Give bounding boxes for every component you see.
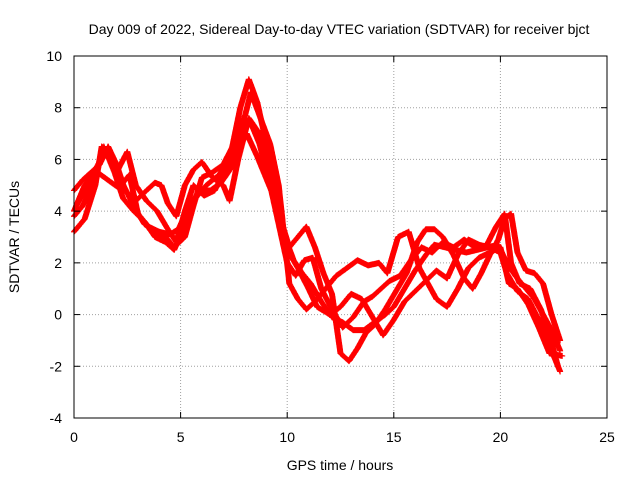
ticks	[73, 55, 608, 419]
series-track-5	[73, 89, 566, 359]
x-tick-label: 0	[70, 429, 78, 445]
series-markers	[71, 115, 561, 370]
x-tick-labels: 0 5 10 15 20 25	[70, 429, 615, 445]
x-tick-label: 20	[493, 429, 509, 445]
x-tick-label: 10	[279, 429, 295, 445]
y-tick-label: 6	[54, 151, 62, 167]
series-track-1	[71, 115, 561, 370]
x-tick-label: 25	[599, 429, 615, 445]
y-tick-label: 4	[54, 203, 62, 219]
x-tick-label: 5	[177, 429, 185, 445]
chart-title: Day 009 of 2022, Sidereal Day-to-day VTE…	[89, 21, 590, 37]
y-tick-labels: -4 -2 0 2 4 6 8 10	[46, 48, 62, 426]
x-tick-label: 15	[386, 429, 402, 445]
y-tick-label: -4	[50, 410, 63, 426]
series-markers	[73, 89, 566, 359]
y-tick-label: 8	[54, 100, 62, 116]
y-tick-label: 10	[46, 48, 62, 64]
data-layer	[71, 76, 566, 375]
y-axis-title: SDTVAR / TECUs	[6, 181, 22, 293]
x-axis-title: GPS time / hours	[287, 457, 394, 473]
y-tick-label: 2	[54, 255, 62, 271]
y-tick-label: -2	[50, 358, 63, 374]
y-tick-label: 0	[54, 307, 62, 323]
plot-frame	[73, 55, 608, 419]
